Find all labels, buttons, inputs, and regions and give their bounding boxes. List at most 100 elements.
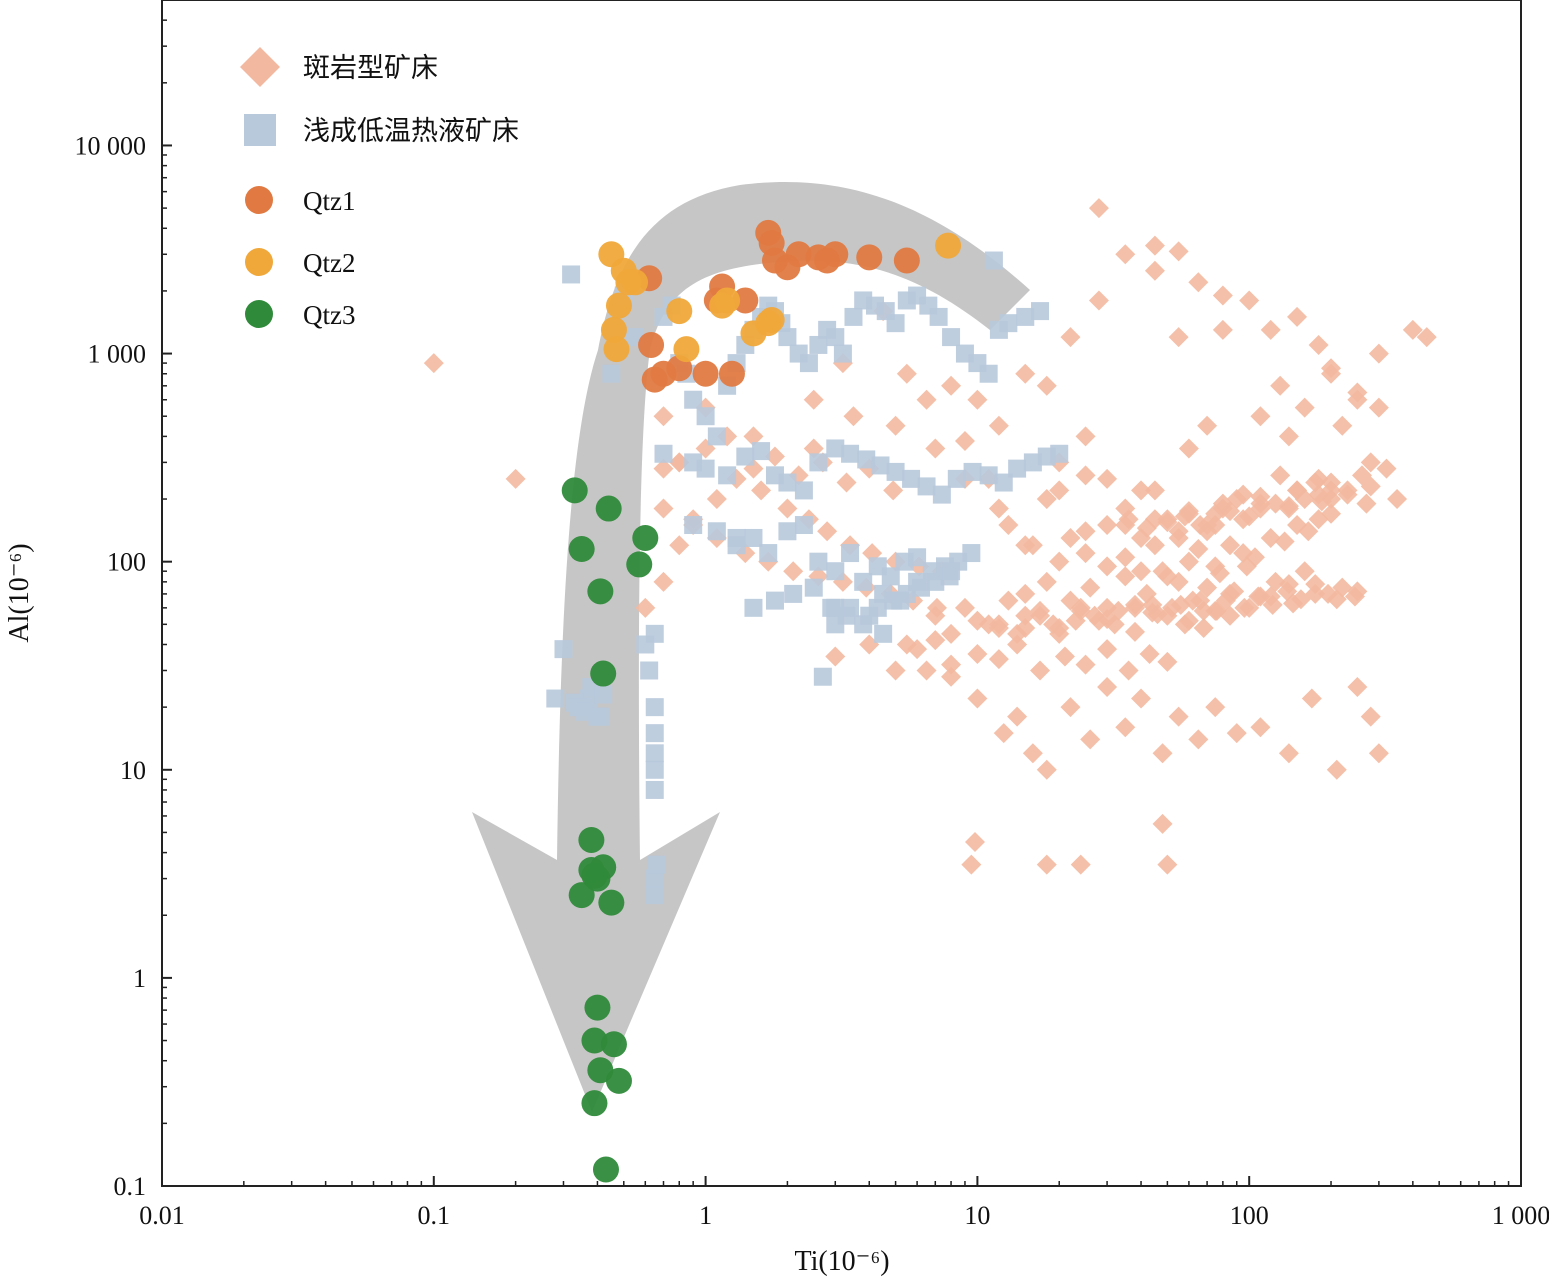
- data-point: [751, 480, 772, 501]
- data-point: [874, 584, 893, 603]
- data-point: [893, 247, 920, 274]
- legend-circle-icon: [245, 248, 273, 276]
- data-point: [546, 689, 565, 708]
- data-point: [1050, 444, 1069, 463]
- data-point: [1080, 577, 1101, 598]
- series-1: [423, 198, 1437, 875]
- data-point: [1075, 521, 1096, 542]
- data-point: [645, 624, 664, 643]
- series-3: [636, 219, 920, 393]
- data-point: [718, 466, 737, 485]
- data-point: [603, 336, 630, 363]
- data-point: [696, 459, 715, 478]
- data-point: [941, 375, 962, 396]
- data-point: [1131, 561, 1152, 582]
- data-point: [854, 572, 873, 591]
- data-point: [817, 521, 838, 542]
- data-point: [1212, 493, 1233, 514]
- data-point: [505, 468, 526, 489]
- data-point: [778, 522, 797, 541]
- data-point: [1287, 306, 1308, 327]
- data-point: [1097, 639, 1118, 660]
- data-point: [684, 516, 703, 535]
- data-point: [1209, 563, 1230, 584]
- data-point: [984, 251, 1003, 270]
- data-point: [1144, 480, 1165, 501]
- y-axis: 0.1 1 10 100 1 000 10 000: [75, 0, 172, 1201]
- y-tick-label: 0.1: [114, 1172, 147, 1201]
- data-point: [998, 515, 1019, 536]
- data-point: [1387, 489, 1408, 510]
- data-point: [1144, 260, 1165, 281]
- data-point: [744, 598, 763, 617]
- data-point: [645, 698, 664, 717]
- data-point: [942, 328, 961, 347]
- data-point: [1060, 527, 1081, 548]
- legend-item: Qtz3: [245, 300, 355, 330]
- y-tick-label: 100: [107, 548, 146, 577]
- data-point: [1239, 506, 1260, 527]
- data-point: [1250, 486, 1271, 507]
- data-point: [1311, 491, 1332, 512]
- data-point: [998, 590, 1019, 611]
- data-point: [1205, 697, 1226, 718]
- data-point: [1124, 621, 1145, 642]
- data-point: [1220, 535, 1241, 556]
- data-point: [856, 244, 883, 271]
- data-point: [1097, 609, 1118, 630]
- data-point: [947, 469, 966, 488]
- data-point: [925, 630, 946, 651]
- data-point: [718, 360, 745, 387]
- plot-frame: [161, 0, 1522, 1187]
- data-point: [999, 314, 1018, 333]
- data-point: [584, 994, 611, 1021]
- data-point: [554, 640, 573, 659]
- data-point: [902, 469, 921, 488]
- data-point: [962, 544, 981, 563]
- data-point: [590, 660, 617, 687]
- data-point: [1236, 556, 1257, 577]
- data-point: [1250, 498, 1271, 519]
- data-point: [707, 427, 726, 446]
- data-point: [696, 407, 715, 426]
- data-point: [826, 598, 845, 617]
- data-point: [1250, 406, 1271, 427]
- data-point: [587, 578, 614, 605]
- data-point: [654, 444, 673, 463]
- data-point: [1416, 327, 1437, 348]
- data-point: [1015, 605, 1036, 626]
- data-point: [653, 571, 674, 592]
- data-point: [605, 292, 632, 319]
- data-point: [794, 481, 813, 500]
- x-axis: 0.01 0.1 1 10 100 1 000: [139, 1176, 1549, 1230]
- data-point: [1115, 498, 1136, 519]
- data-point: [777, 498, 798, 519]
- data-point: [1049, 551, 1070, 572]
- trend-arrow: [472, 181, 1030, 1113]
- data-point: [638, 331, 665, 358]
- data-point: [1075, 654, 1096, 675]
- data-point: [1036, 854, 1057, 875]
- data-point: [929, 307, 948, 326]
- data-point: [803, 389, 824, 410]
- data-point: [891, 591, 910, 610]
- legend-label: 浅成低温热液矿床: [303, 116, 519, 146]
- data-point: [1088, 290, 1109, 311]
- data-point: [1360, 476, 1381, 497]
- data-point: [727, 528, 746, 547]
- data-point: [967, 610, 988, 631]
- data-point: [592, 1156, 619, 1183]
- data-point: [1278, 498, 1299, 519]
- data-point: [1060, 697, 1081, 718]
- data-point: [1205, 515, 1226, 536]
- data-point: [783, 561, 804, 582]
- data-point: [1031, 302, 1050, 321]
- y-tick-label: 1: [133, 964, 146, 993]
- legend-diamond-icon: [240, 47, 280, 87]
- data-point: [1212, 285, 1233, 306]
- data-point: [916, 660, 937, 681]
- data-point: [1139, 644, 1160, 665]
- data-point: [1178, 551, 1199, 572]
- data-point: [653, 498, 674, 519]
- data-point: [886, 314, 905, 333]
